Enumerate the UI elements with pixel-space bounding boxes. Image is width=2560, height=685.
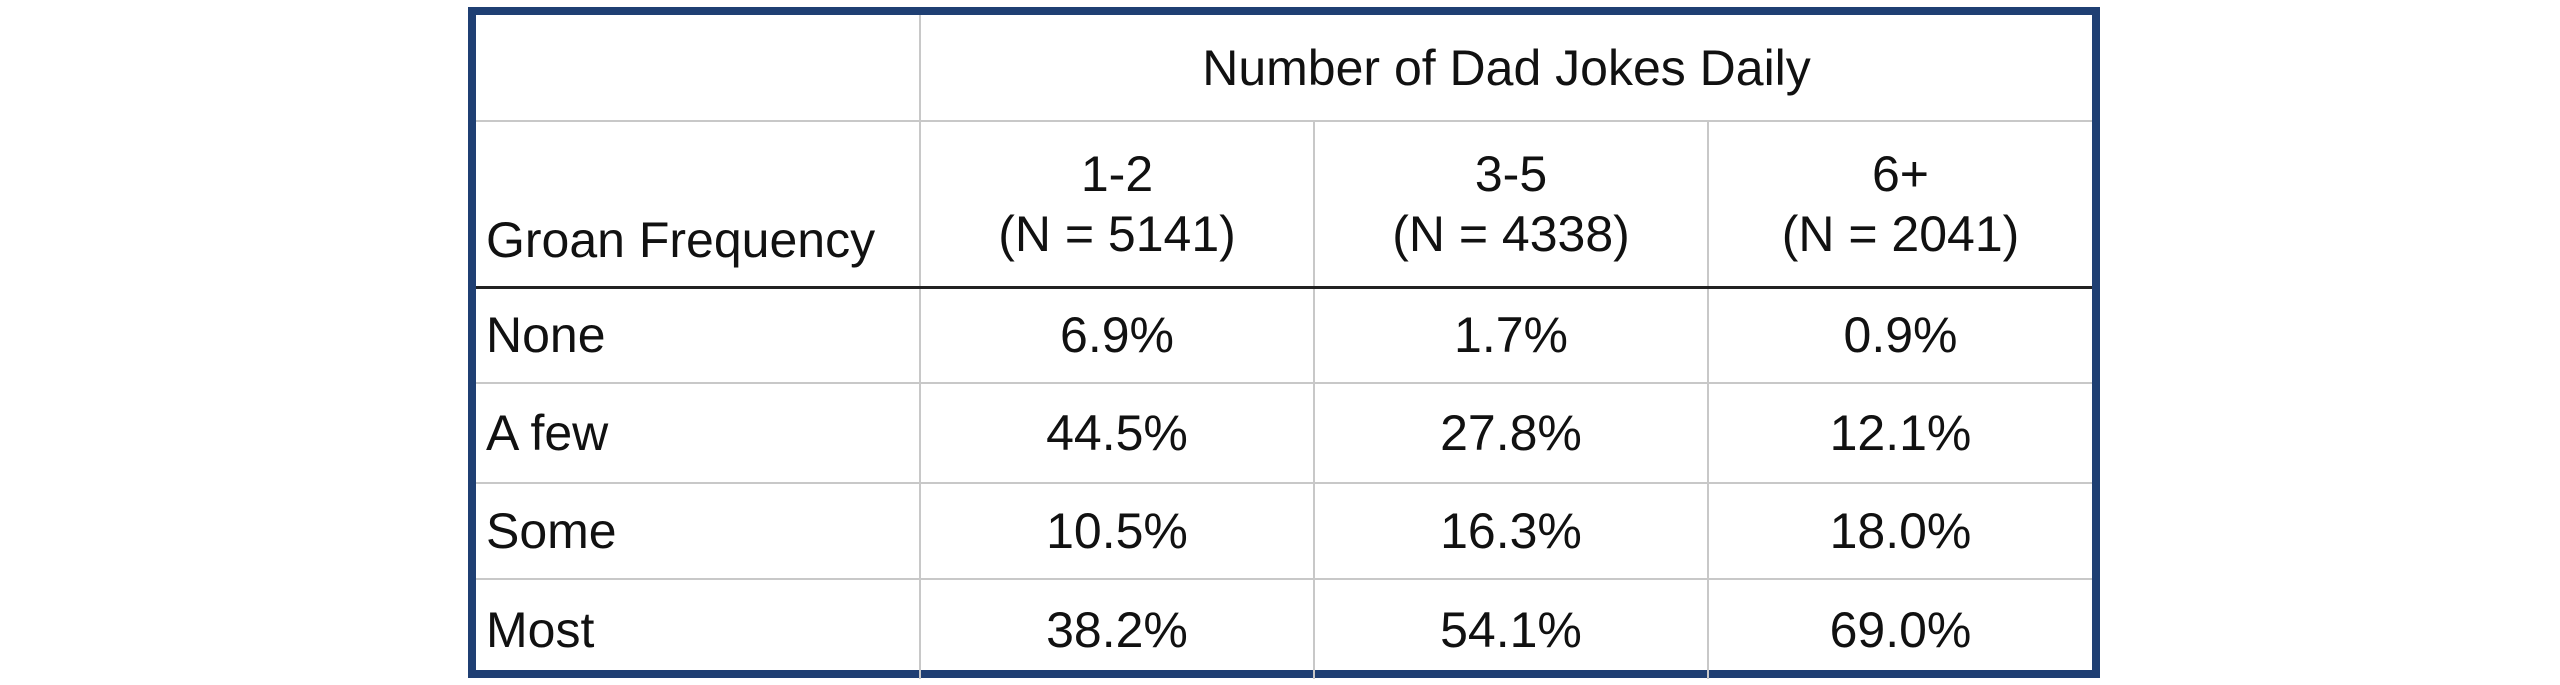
row-label: None <box>476 286 921 384</box>
column-label: 6+ <box>1872 145 1930 202</box>
table-cell: 69.0% <box>1706 578 2093 679</box>
column-header-1: 1-2 (N = 5141) <box>919 120 1315 289</box>
row-label: Most <box>476 578 921 679</box>
table-cell: 38.2% <box>919 578 1315 679</box>
table-row: Most 38.2% 54.1% 69.0% <box>476 578 2093 679</box>
row-label: A few <box>476 382 921 484</box>
table-cell: 10.5% <box>919 482 1315 580</box>
table-row: Some 10.5% 16.3% 18.0% <box>476 482 2093 580</box>
table-row: A few 44.5% 27.8% 12.1% <box>476 382 2093 484</box>
table-cell: 0.9% <box>1706 286 2093 384</box>
table-cell: 1.7% <box>1313 286 1709 384</box>
table-cell: 18.0% <box>1706 482 2093 580</box>
column-header-3: 6+ (N = 2041) <box>1706 120 2093 289</box>
column-n: (N = 5141) <box>998 205 1236 262</box>
column-n: (N = 4338) <box>1392 205 1630 262</box>
column-header-2: 3-5 (N = 4338) <box>1313 120 1709 289</box>
table-cell: 54.1% <box>1313 578 1709 679</box>
header-row-title: Number of Dad Jokes Daily <box>476 15 2093 122</box>
column-label: 3-5 <box>1474 145 1548 202</box>
table-title: Number of Dad Jokes Daily <box>918 15 2093 122</box>
row-header-label: Groan Frequency <box>476 120 921 289</box>
table-frame: Number of Dad Jokes Daily Groan Frequenc… <box>468 7 2100 679</box>
table-row: None 6.9% 1.7% 0.9% <box>476 286 2093 384</box>
row-label: Some <box>476 482 921 580</box>
empty-corner-cell <box>476 15 921 122</box>
table-cell: 27.8% <box>1313 382 1709 484</box>
header-row-columns: Groan Frequency 1-2 (N = 5141) 3-5 (N = … <box>476 120 2093 289</box>
table-cell: 44.5% <box>919 382 1315 484</box>
column-label: 1-2 <box>1080 145 1154 202</box>
dad-jokes-table: Number of Dad Jokes Daily Groan Frequenc… <box>476 15 2093 679</box>
table-cell: 6.9% <box>919 286 1315 384</box>
column-n: (N = 2041) <box>1781 205 2020 262</box>
table-cell: 12.1% <box>1706 382 2093 484</box>
table-cell: 16.3% <box>1313 482 1709 580</box>
